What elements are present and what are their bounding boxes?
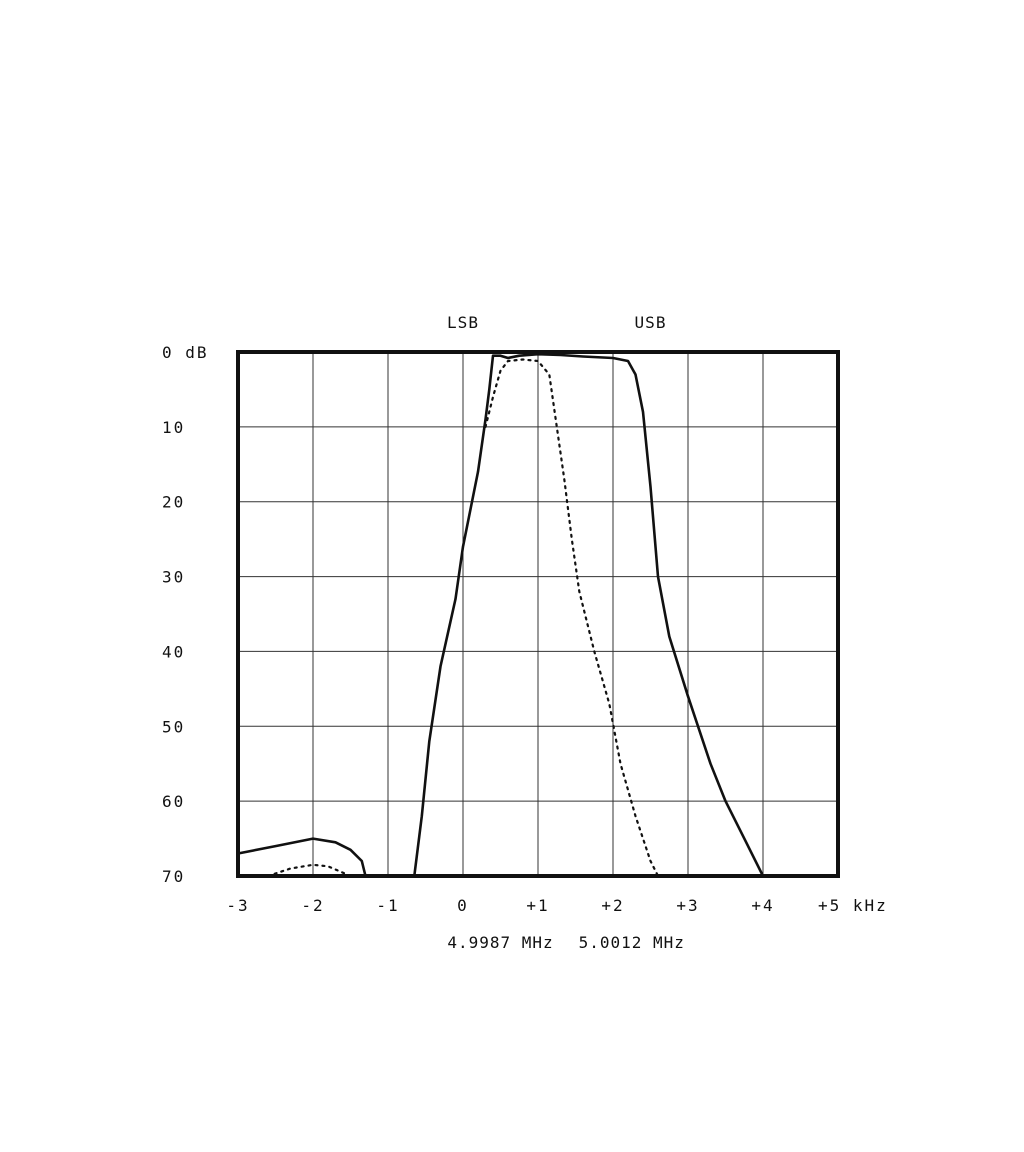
frequency-label-0: 4.9987 MHz (447, 933, 553, 952)
y-tick-label-4: 40 (162, 642, 185, 661)
band-label-lsb: LSB (447, 313, 479, 332)
frequency-label-1: 5.0012 MHz (579, 933, 685, 952)
y-tick-label-1: 10 (162, 418, 185, 437)
solid-response-curve-segment-1 (413, 352, 765, 878)
y-tick-label-7: 70 (162, 867, 185, 886)
y-tick-label-5: 50 (162, 717, 185, 736)
x-tick-label-8: +5 kHz (818, 896, 888, 915)
y-tick-label-6: 60 (162, 792, 185, 811)
frequency-labels: 4.9987 MHz 5.0012 MHz (447, 933, 685, 952)
x-tick-label-6: +3 (676, 896, 699, 915)
y-tick-label-3: 30 (162, 568, 185, 587)
grid-lines (238, 352, 838, 876)
band-label-usb: USB (635, 313, 667, 332)
x-tick-label-7: +4 (751, 896, 774, 915)
x-tick-label-2: -1 (376, 896, 399, 915)
y-tick-label-0: 0 dB (162, 343, 209, 362)
dotted-response-curve-segment-1 (484, 358, 660, 878)
x-tick-label-0: -3 (226, 896, 249, 915)
x-tick-label-4: +1 (526, 896, 549, 915)
band-labels: LSB USB (447, 313, 667, 332)
x-tick-label-5: +2 (601, 896, 624, 915)
dotted-response-curve-segment-0 (266, 863, 352, 878)
x-tick-label-1: -2 (301, 896, 324, 915)
response-curves (236, 352, 765, 878)
y-axis-tick-labels: 0 dB 10 20 30 40 50 60 70 (162, 343, 209, 886)
x-axis-tick-labels: -3 -2 -1 0 +1 +2 +3 +4 +5 kHz (226, 896, 888, 915)
solid-response-curve-segment-0 (236, 837, 367, 878)
plot-frame (236, 350, 840, 878)
y-tick-label-2: 20 (162, 493, 185, 512)
x-tick-label-3: 0 (457, 896, 469, 915)
